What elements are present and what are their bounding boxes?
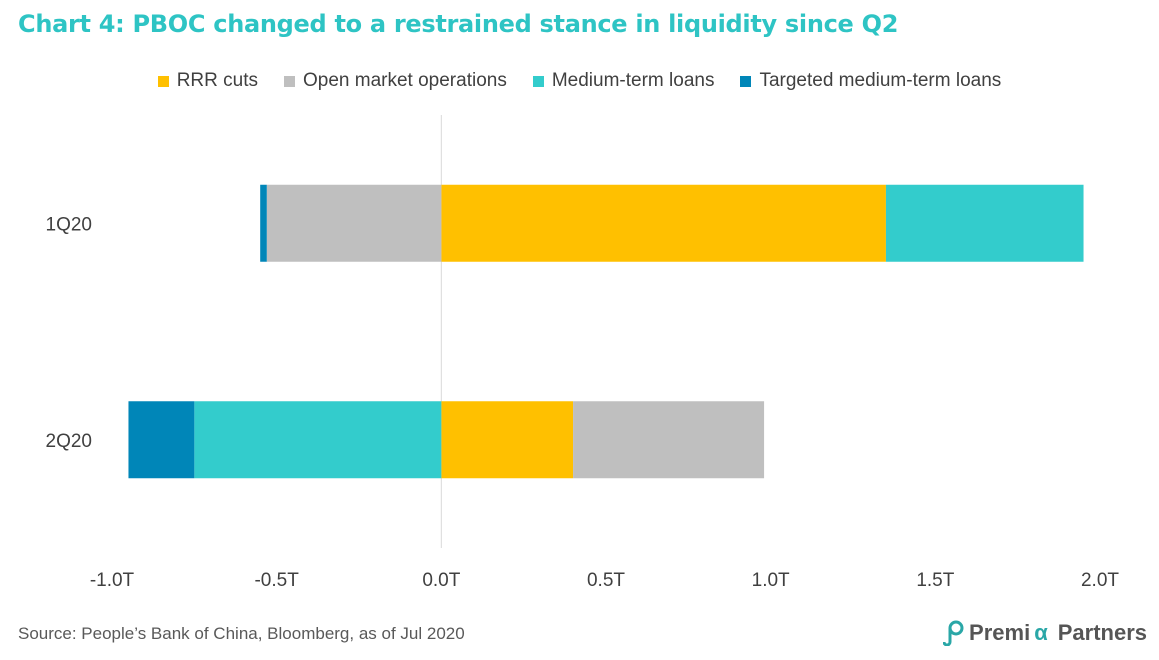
legend-item: Open market operations <box>284 70 507 92</box>
brand-alpha: α <box>1034 620 1048 645</box>
legend: RRR cuts Open market operations Medium-ter… <box>0 70 1159 92</box>
legend-swatch <box>284 75 295 87</box>
legend-item: Medium-term loans <box>532 70 715 92</box>
legend-label: Medium-term loans <box>551 70 715 91</box>
bar-segment <box>128 401 195 479</box>
bar-segment <box>260 184 267 262</box>
category-label: 1Q20 <box>46 214 92 235</box>
legend-swatch <box>157 75 169 87</box>
x-tick-label: 1.5T <box>916 570 954 591</box>
legend-item: Targeted medium-term loans <box>740 70 1001 92</box>
brand-prefix: Premi <box>969 620 1031 645</box>
chart-title: Chart 4: PBOC changed to a restrained st… <box>18 10 899 38</box>
premia-logo-icon <box>943 620 964 646</box>
legend-label: Targeted medium-term loans <box>759 70 1002 91</box>
legend-label: RRR cuts <box>176 70 258 91</box>
bar-segment <box>573 401 765 479</box>
bar-segment <box>194 401 442 479</box>
bar-segment <box>266 184 442 262</box>
x-tick-label: -0.5T <box>254 570 299 591</box>
x-tick-label: 1.0T <box>752 570 790 591</box>
x-tick-label: 0.0T <box>422 570 460 591</box>
brand-suffix: Partners <box>1057 620 1147 645</box>
x-tick-label: 0.5T <box>587 570 625 591</box>
bar-segment <box>885 184 1084 262</box>
source-note: Source: People’s Bank of China, Bloomber… <box>18 624 465 643</box>
legend-item: RRR cuts <box>157 70 258 92</box>
brand-logo: Premi α Partners <box>943 620 1147 646</box>
legend-swatch <box>532 75 544 87</box>
legend-label: Open market operations <box>303 70 507 91</box>
category-label: 2Q20 <box>46 431 92 452</box>
bar-segment <box>441 184 886 262</box>
bar-segment <box>441 401 574 479</box>
x-tick-label: -1.0T <box>90 570 135 591</box>
legend-swatch <box>740 75 752 87</box>
x-tick-label: 2.0T <box>1081 570 1119 591</box>
